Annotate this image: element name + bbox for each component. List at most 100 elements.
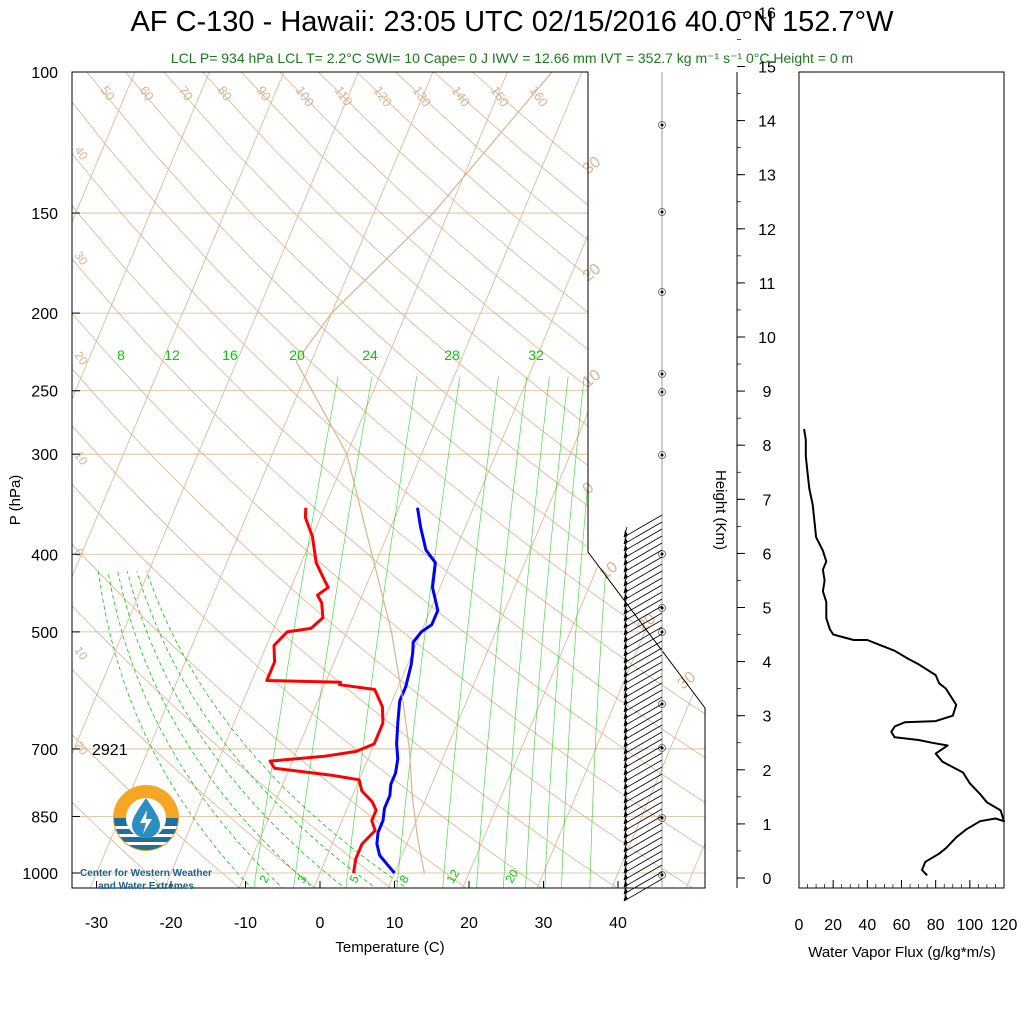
wind-barb-staff — [623, 647, 663, 671]
wind-level-dot — [660, 123, 664, 127]
wind-barb-staff — [623, 745, 663, 769]
calm-wind-circle — [658, 388, 666, 396]
mixing-ratio-label: 8 — [117, 347, 125, 363]
flux-tick-label: 80 — [927, 917, 945, 934]
flux-tick-label: 0 — [795, 917, 804, 934]
moist-adiabat-label: 20 — [502, 867, 521, 886]
flux-axis-label: Water Vapor Flux (g/kg*m/s) — [808, 944, 996, 961]
height-tick-label: 14 — [758, 114, 776, 131]
dry-adiabat-line — [202, 72, 705, 888]
wind-barb-staff — [623, 766, 663, 790]
wind-barb-staff — [623, 787, 663, 811]
mixing-ratio-line — [475, 376, 528, 888]
wind-barb-staff — [623, 689, 663, 713]
calm-wind-circle — [658, 628, 666, 636]
wind-barb-staff — [623, 850, 663, 874]
moist-adiabat-label: 8 — [396, 872, 412, 885]
wind-barb-staff — [623, 829, 663, 853]
wind-barb-staff — [623, 654, 663, 678]
height-tick-label: 4 — [763, 655, 772, 672]
wind-barb-staff — [623, 549, 663, 573]
mixing-ratio-label: 28 — [444, 347, 460, 363]
dry-adiabat-line — [72, 72, 167, 888]
wind-barb-staff — [623, 822, 663, 846]
isotherm-line — [72, 72, 210, 888]
isotherm-line — [89, 72, 434, 888]
dry-adiabat-line — [317, 72, 705, 888]
isotherm-line — [72, 72, 359, 888]
dry-adiabat-line — [72, 72, 705, 888]
wind-level-dot — [660, 210, 664, 214]
dry-adiabat-line — [72, 72, 705, 888]
wind-barbs — [623, 121, 666, 902]
wind-barb-staff — [623, 857, 663, 881]
wind-barb-staff — [623, 780, 663, 804]
temperature-tick-label: -30 — [85, 915, 108, 932]
mixing-ratio-label: 20 — [289, 347, 305, 363]
dry-adiabat-label: 80 — [215, 83, 236, 103]
wind-barb-staff — [623, 801, 663, 825]
dry-adiabat-label: 70 — [176, 83, 197, 103]
height-tick-label: 7 — [763, 492, 772, 509]
height-tick-label: 16 — [758, 5, 776, 22]
pressure-tick-label: 150 — [31, 206, 58, 223]
wind-barb-staff — [623, 668, 663, 692]
height-tick-label: 6 — [763, 546, 772, 563]
dry-adiabat-label: 130 — [410, 83, 435, 109]
wind-barb-staff — [623, 584, 663, 608]
wind-level-dot — [660, 552, 664, 556]
wind-barb-staff — [623, 836, 663, 860]
wind-barb-staff — [623, 619, 663, 643]
height-tick-label: 5 — [763, 601, 772, 618]
wind-level-dot — [660, 630, 664, 634]
profile-lines — [265, 72, 553, 874]
isotherm-line — [461, 72, 705, 888]
wind-barb-staff — [623, 710, 663, 734]
isotherm-line — [312, 72, 657, 888]
mixing-ratio-line — [589, 376, 623, 888]
mixing-ratio-label: 32 — [528, 347, 544, 363]
flux-tick-label: 120 — [991, 917, 1018, 934]
wind-barb-staff — [623, 864, 663, 888]
wind-barb-staff — [623, 871, 663, 895]
isotherm-left-label: 40 — [72, 144, 91, 163]
isotherm-right-label: 30 — [580, 154, 605, 179]
height-tick-label: 2 — [763, 763, 772, 780]
wind-barb-staff — [623, 731, 663, 755]
height-axis-label: Height (Km) — [712, 470, 729, 550]
dry-adiabat-label: 140 — [449, 83, 474, 109]
pressure-tick-label: 200 — [31, 306, 58, 323]
moist-adiabat-label: 12 — [443, 867, 462, 886]
dry-adiabat-line — [72, 72, 696, 888]
flux-tick-label: 60 — [893, 917, 911, 934]
wind-barb-staff — [623, 556, 663, 580]
moist-adiabat-label: 2 — [256, 872, 272, 885]
chart-subtitle: LCL P= 934 hPa LCL T= 2.2°C SWI= 10 Cape… — [170, 50, 854, 66]
wind-barb-staff — [623, 591, 663, 615]
wind-level-dot — [660, 816, 664, 820]
moist-adiabat-line — [136, 571, 379, 888]
isotherm-right-label: 0 — [580, 479, 598, 498]
wind-barb-staff — [623, 759, 663, 783]
height-tick-label: 10 — [758, 330, 776, 347]
wind-level-dot — [660, 873, 664, 877]
dry-adiabat-line — [72, 72, 470, 888]
wind-barb-staff — [623, 640, 663, 664]
dry-adiabat-line — [125, 72, 705, 888]
flux-profile-line — [803, 428, 1005, 876]
wind-barb-staff — [623, 521, 663, 545]
isotherm-line — [685, 72, 705, 888]
wind-barb-staff — [623, 612, 663, 636]
height-tick-label: 9 — [763, 384, 772, 401]
annotation-value: 2921 — [92, 742, 128, 759]
wind-barb-staff — [623, 661, 663, 685]
wind-barb-staff — [623, 794, 663, 818]
background-lines — [72, 72, 705, 888]
wind-barb-staff — [623, 598, 663, 622]
wind-barb-staff — [623, 563, 663, 587]
mixing-ratio-label: 16 — [222, 347, 238, 363]
isotherm-line — [72, 72, 136, 888]
height-tick-label: 8 — [763, 438, 772, 455]
wind-barb-staff — [623, 752, 663, 776]
